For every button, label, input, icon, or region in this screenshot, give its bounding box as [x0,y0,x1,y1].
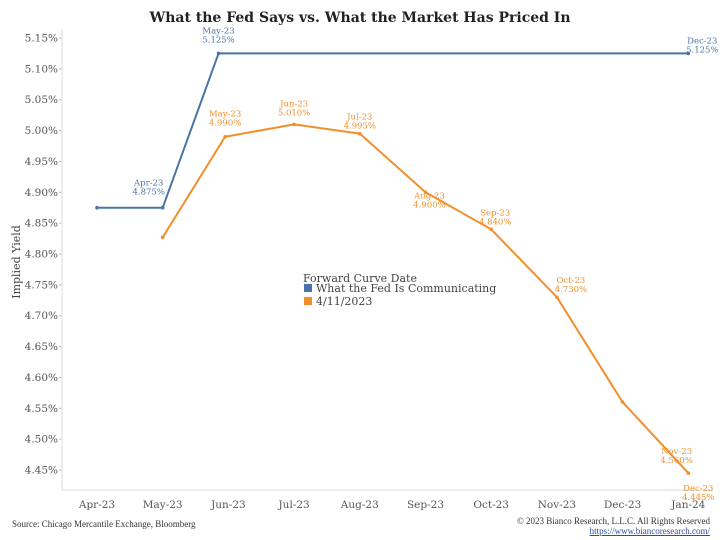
y-tick-label: 4.85% [25,218,58,230]
data-label-value: 5.125% [686,45,718,55]
y-tick-label: 4.80% [25,249,58,261]
data-point [160,205,165,210]
data-label-value: 4.995% [344,122,376,132]
y-tick-label: 4.75% [25,279,58,291]
legend-entry-fed: What the Fed Is Communicating [316,282,496,295]
y-tick-label: 5.10% [25,63,58,75]
x-tick-label: May-23 [143,499,183,511]
data-label-date: May-23 [209,110,241,120]
source-note: Source: Chicago Mercantile Exchange, Blo… [12,519,196,529]
data-label-date: Dec-23 [687,36,717,46]
data-label-value: 4.730% [555,285,587,295]
y-tick-label: 4.90% [25,187,58,199]
data-label-date: Sep-23 [480,208,510,218]
data-point [423,190,428,195]
data-point [620,400,625,404]
x-axis-ticks: Apr-23 May-23 Jun-23 Jul-23 Aug-23 Sep-23 Oct-… [62,489,712,511]
y-tick-label: 5.00% [25,125,58,137]
y-tick-label: 4.65% [25,341,58,353]
x-tick-label: Sep-23 [407,499,444,511]
data-point [216,51,221,56]
x-tick-label: Oct-23 [473,499,509,511]
data-label-value: 5.125% [202,35,234,45]
data-label-date: Jun-23 [279,99,308,109]
y-tick-label: 4.60% [25,372,58,384]
legend-entry-market: 4/11/2023 [316,295,372,308]
data-label-value: 4.840% [479,217,511,227]
series-line-1 [161,123,690,474]
data-label-date: Jul-23 [346,113,372,123]
y-tick-label: 4.70% [25,310,58,322]
x-tick-label: Dec-23 [604,499,641,511]
data-point [555,295,559,300]
y-axis-ticks: 4.45% 4.50% 4.55% 4.60% 4.65% 4.70% 4.75% 4.80%… [25,30,63,490]
y-tick-label: 4.45% [25,465,58,477]
data-label-value: 4.560% [660,456,692,466]
data-point [686,51,691,56]
y-tick-label: 4.95% [25,156,58,168]
data-label-date: Apr-23 [133,179,163,189]
website-link[interactable]: https://www.biancoresearch.com/ [589,526,710,536]
data-label-date: Oct-23 [556,276,585,286]
data-label-date: Nov-23 [661,447,692,457]
data-point [358,131,362,136]
copyright-note: © 2023 Bianco Research, L.L.C. All Right… [517,516,710,536]
data-point [292,122,296,127]
data-label-value: 4.990% [209,119,241,129]
x-tick-label: Jun-23 [210,499,246,511]
x-tick-label: Nov-23 [538,499,576,511]
x-tick-label: Apr-23 [78,499,115,511]
copyright-text: © 2023 Bianco Research, L.L.C. All Right… [516,516,710,526]
series-line-0 [97,52,689,209]
x-tick-label: Jan-24 [670,499,705,511]
data-point [160,235,165,240]
data-label-value: 4.445% [682,493,714,503]
y-tick-label: 5.05% [25,94,58,106]
chart-title: What the Fed Says vs. What the Market Ha… [148,10,570,26]
legend-title: Forward Curve Date [303,272,417,285]
data-point [489,227,494,232]
data-label-date: Aug-23 [413,191,445,201]
y-tick-label: 4.50% [25,434,58,446]
data-labels: Apr-234.875%May-235.125% Dec-235.125%May-… [132,26,718,503]
data-point [223,134,227,139]
data-label-value: 4.875% [132,188,164,198]
data-label-date: May-23 [202,26,234,36]
data-label-date: Dec-23 [683,484,713,494]
data-point [95,205,99,210]
data-label-value: 5.010% [278,108,310,118]
y-axis-label: Implied Yield [10,225,23,299]
x-tick-label: Aug-23 [340,499,379,511]
legend-swatch-market [304,297,312,305]
legend-swatch-fed [304,284,312,292]
data-label-value: 4.900% [413,200,445,210]
legend: Forward Curve Date What the Fed Is Commu… [303,272,496,308]
y-tick-label: 4.55% [25,403,58,415]
y-tick-label: 5.15% [25,33,58,45]
x-tick-label: Jul-23 [277,499,309,511]
data-point [686,471,691,475]
series-layer [95,51,691,475]
